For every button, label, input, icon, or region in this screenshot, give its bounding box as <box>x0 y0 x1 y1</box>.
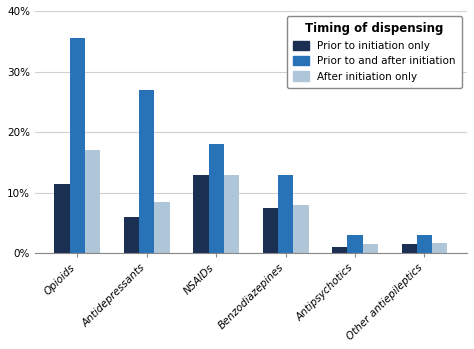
Bar <box>347 235 363 253</box>
Bar <box>363 244 378 253</box>
Bar <box>263 208 278 253</box>
Bar <box>401 244 417 253</box>
Bar <box>139 90 155 253</box>
Bar <box>70 38 85 253</box>
Bar <box>293 205 309 253</box>
Bar <box>124 217 139 253</box>
Bar <box>85 150 100 253</box>
Bar <box>224 174 239 253</box>
Bar <box>193 174 209 253</box>
Bar <box>432 243 447 253</box>
Bar <box>278 174 293 253</box>
Bar <box>55 184 70 253</box>
Bar <box>155 202 170 253</box>
Bar <box>417 235 432 253</box>
Bar <box>332 247 347 253</box>
Legend: Prior to initiation only, Prior to and after initiation, After initiation only: Prior to initiation only, Prior to and a… <box>287 16 462 88</box>
Bar <box>209 144 224 253</box>
